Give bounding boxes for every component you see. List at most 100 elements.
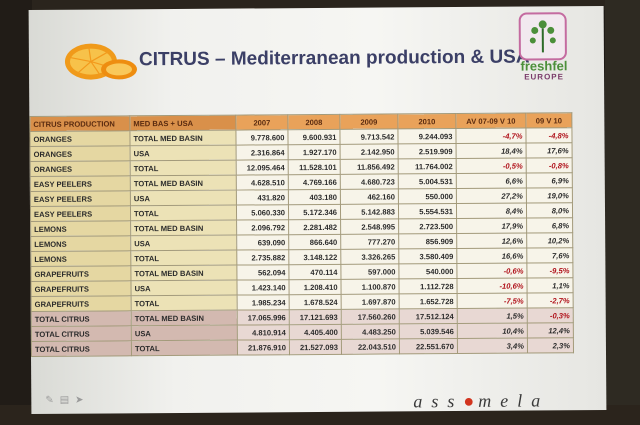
table-cell: 5.554.531 xyxy=(398,203,457,219)
table-cell: 21.876.910 xyxy=(237,339,290,356)
assomela-text-left: ass xyxy=(413,390,464,412)
table-cell: 16,6% xyxy=(456,248,527,264)
table-cell: ORANGES xyxy=(30,145,131,162)
table-cell: 2.316.864 xyxy=(236,144,289,161)
table-cell: USA xyxy=(131,325,238,341)
table-cell: 1.208.410 xyxy=(288,279,342,295)
header-cell: 2009 xyxy=(339,113,398,130)
table-cell: 4.405.400 xyxy=(289,324,342,340)
table-cell: -0,6% xyxy=(456,263,527,279)
table-cell: 4.483.250 xyxy=(341,323,400,340)
table-cell: 470.114 xyxy=(288,264,341,280)
table-cell: 562.094 xyxy=(236,264,289,281)
table-cell: GRAPEFRUITS xyxy=(30,265,131,282)
table-cell: EASY PEELERS xyxy=(30,190,131,207)
table-cell: TOTAL MED BASIN xyxy=(129,130,237,146)
table-cell: -0,3% xyxy=(527,307,574,324)
logo-emblem xyxy=(518,12,567,61)
table-cell: TOTAL CITRUS xyxy=(31,325,132,342)
projected-slide: CITRUS – Mediterranean production & USA … xyxy=(28,5,607,415)
table-cell: 11.856.492 xyxy=(340,158,399,175)
table-cell: ORANGES xyxy=(30,160,131,177)
table-row: TOTAL CITRUS TOTAL 21.876.910 21.527.093 22.… xyxy=(31,337,574,357)
table-cell: 11.528.101 xyxy=(288,159,341,175)
table-cell: -4,7% xyxy=(455,128,527,144)
table-cell: -9,5% xyxy=(526,262,573,279)
table-cell: 431.820 xyxy=(236,189,289,206)
table-cell: 1.985.234 xyxy=(237,294,290,311)
header-cell: AV 07-09 V 10 xyxy=(455,113,526,129)
table-cell: TOTAL xyxy=(131,295,238,311)
table-cell: 8,4% xyxy=(456,203,527,219)
table-cell: 1.678.524 xyxy=(289,294,342,310)
room-ceiling xyxy=(0,0,640,10)
table-cell: 22.551.670 xyxy=(399,338,458,354)
table-cell: USA xyxy=(130,280,238,296)
table-cell: 3.580.409 xyxy=(398,248,457,264)
table-cell: 7,6% xyxy=(526,247,573,264)
table-cell: 5.172.346 xyxy=(288,204,341,220)
table-cell: 2,3% xyxy=(527,337,574,354)
table-cell: -0,8% xyxy=(526,157,573,174)
table-cell: 17.065.996 xyxy=(237,309,290,326)
header-cell: 2007 xyxy=(235,114,288,131)
table-cell: 6,9% xyxy=(526,172,573,189)
table-cell: 12.095.464 xyxy=(236,159,289,176)
table-cell: LEMONS xyxy=(30,220,131,237)
table-cell: -7,5% xyxy=(457,293,528,309)
table-cell: 2.096.792 xyxy=(236,219,289,236)
table-cell: 777.270 xyxy=(340,233,399,250)
table-cell: LEMONS xyxy=(30,235,131,252)
table-cell: TOTAL MED BASIN xyxy=(131,310,238,326)
table-cell: TOTAL MED BASIN xyxy=(130,220,237,236)
table-cell: 3,4% xyxy=(457,338,528,354)
table-cell: -2,7% xyxy=(527,292,574,309)
table-cell: TOTAL CITRUS xyxy=(31,310,132,327)
table-cell: 4.628.510 xyxy=(236,174,289,191)
table-cell: 9.778.600 xyxy=(235,129,289,146)
table-cell: 1,5% xyxy=(457,308,528,324)
table-cell: 18,4% xyxy=(456,143,527,159)
table-cell: 9.713.542 xyxy=(339,128,399,145)
table-cell: 17,6% xyxy=(526,142,573,159)
slideshow-controls: ✎▤➤ xyxy=(45,394,90,406)
table-cell: 2.142.950 xyxy=(340,143,399,160)
table-cell: 6,6% xyxy=(456,173,527,189)
table-cell: 1,1% xyxy=(526,277,574,294)
table-cell: TOTAL xyxy=(131,340,238,356)
table-cell: 10,2% xyxy=(526,232,573,249)
freshfel-logo: freshfel EUROPE xyxy=(511,12,577,82)
assomela-text-right: mela xyxy=(478,390,550,411)
logo-text-bottom: EUROPE xyxy=(524,72,564,82)
table-cell: 2.519.909 xyxy=(398,143,457,159)
table-cell: 9.244.093 xyxy=(397,128,457,144)
header-cell: 2010 xyxy=(397,113,456,129)
table-cell: USA xyxy=(130,190,237,206)
table-cell: 12,4% xyxy=(527,322,574,339)
table-cell: -4,8% xyxy=(525,127,573,144)
table-cell: GRAPEFRUITS xyxy=(30,280,132,297)
citrus-production-table: CITRUS PRODUCTION MED BAS + USA 2007 200… xyxy=(29,112,574,357)
table-cell: 27,2% xyxy=(456,188,527,204)
table-cell: 5.060.330 xyxy=(236,204,289,221)
table-cell: 17.512.124 xyxy=(399,308,458,324)
table-cell: 4.810.914 xyxy=(237,324,290,341)
table-cell: 5.004.531 xyxy=(398,173,457,189)
table-cell: 856.909 xyxy=(398,233,457,249)
apple-mark-icon: ● xyxy=(463,390,479,411)
table-cell: 550.000 xyxy=(398,188,457,204)
header-cell: 2008 xyxy=(287,114,340,130)
table-cell: 17.121.693 xyxy=(289,309,342,325)
table-cell: 5.039.546 xyxy=(399,323,458,339)
table-cell: LEMONS xyxy=(30,250,131,267)
table-cell: 1.697.870 xyxy=(341,293,400,310)
table-cell: 10,4% xyxy=(457,323,528,339)
assomela-logo: ass●mela xyxy=(413,390,549,412)
table-cell: 8,0% xyxy=(526,202,573,219)
table-cell: 3.148.122 xyxy=(288,249,341,265)
header-cell: MED BAS + USA xyxy=(129,115,236,131)
table-cell: -0,5% xyxy=(456,158,527,174)
table-cell: 462.160 xyxy=(340,188,399,205)
slide-title: CITRUS – Mediterranean production & USA xyxy=(138,46,530,71)
table-cell: 1.112.728 xyxy=(398,278,458,294)
